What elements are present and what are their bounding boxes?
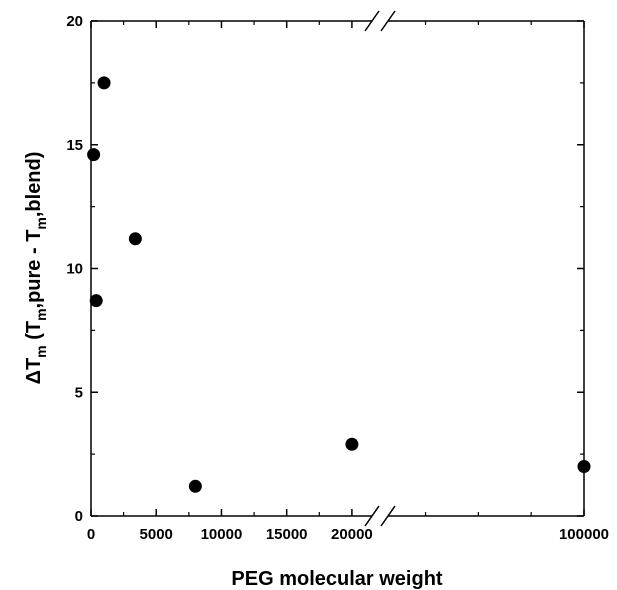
axis-break-mark <box>380 505 396 527</box>
data-point <box>345 437 359 451</box>
data-point <box>128 232 142 246</box>
x-axis: 0 5000 10000 15000 20000 100000 <box>87 21 609 543</box>
data-point <box>87 148 101 162</box>
y-tick-label: 20 <box>66 13 83 30</box>
x-tick-label: 20000 <box>331 526 373 543</box>
x-axis-title: PEG molecular weight <box>231 568 443 590</box>
y-axis-title-prefix: ΔT <box>23 358 45 385</box>
axis-break-mark <box>380 10 396 32</box>
y-axis-title-part: (T <box>23 321 45 345</box>
plot-frame <box>90 20 585 517</box>
y-axis: 0 5 10 15 20 <box>66 13 584 525</box>
x-tick-label: 10000 <box>201 526 243 543</box>
data-point <box>97 76 111 90</box>
y-axis-title: ΔTm (Tm,pure - Tm,blend) <box>23 152 49 385</box>
y-tick-label: 15 <box>66 137 83 154</box>
y-axis-title-sub: m <box>33 308 49 320</box>
x-tick-label: 15000 <box>266 526 308 543</box>
y-axis-title-sub: m <box>33 217 49 229</box>
y-tick-label: 0 <box>75 508 83 525</box>
x-tick-label: 100000 <box>559 526 609 543</box>
y-axis-title-sub: m <box>33 345 49 357</box>
axis-break-mark <box>364 10 380 32</box>
axis-break-mark <box>364 505 380 527</box>
y-axis-title-part: ,pure - T <box>23 230 45 309</box>
data-point <box>188 479 202 493</box>
axis-break-marks <box>364 10 396 527</box>
x-tick-label: 0 <box>87 526 95 543</box>
data-point <box>89 294 103 308</box>
y-tick-label: 5 <box>75 384 83 401</box>
y-tick-label: 10 <box>66 261 83 278</box>
data-point <box>577 460 591 473</box>
data-points <box>87 76 591 493</box>
y-axis-title-part: ,blend) <box>23 152 45 218</box>
x-tick-label: 5000 <box>140 526 173 543</box>
